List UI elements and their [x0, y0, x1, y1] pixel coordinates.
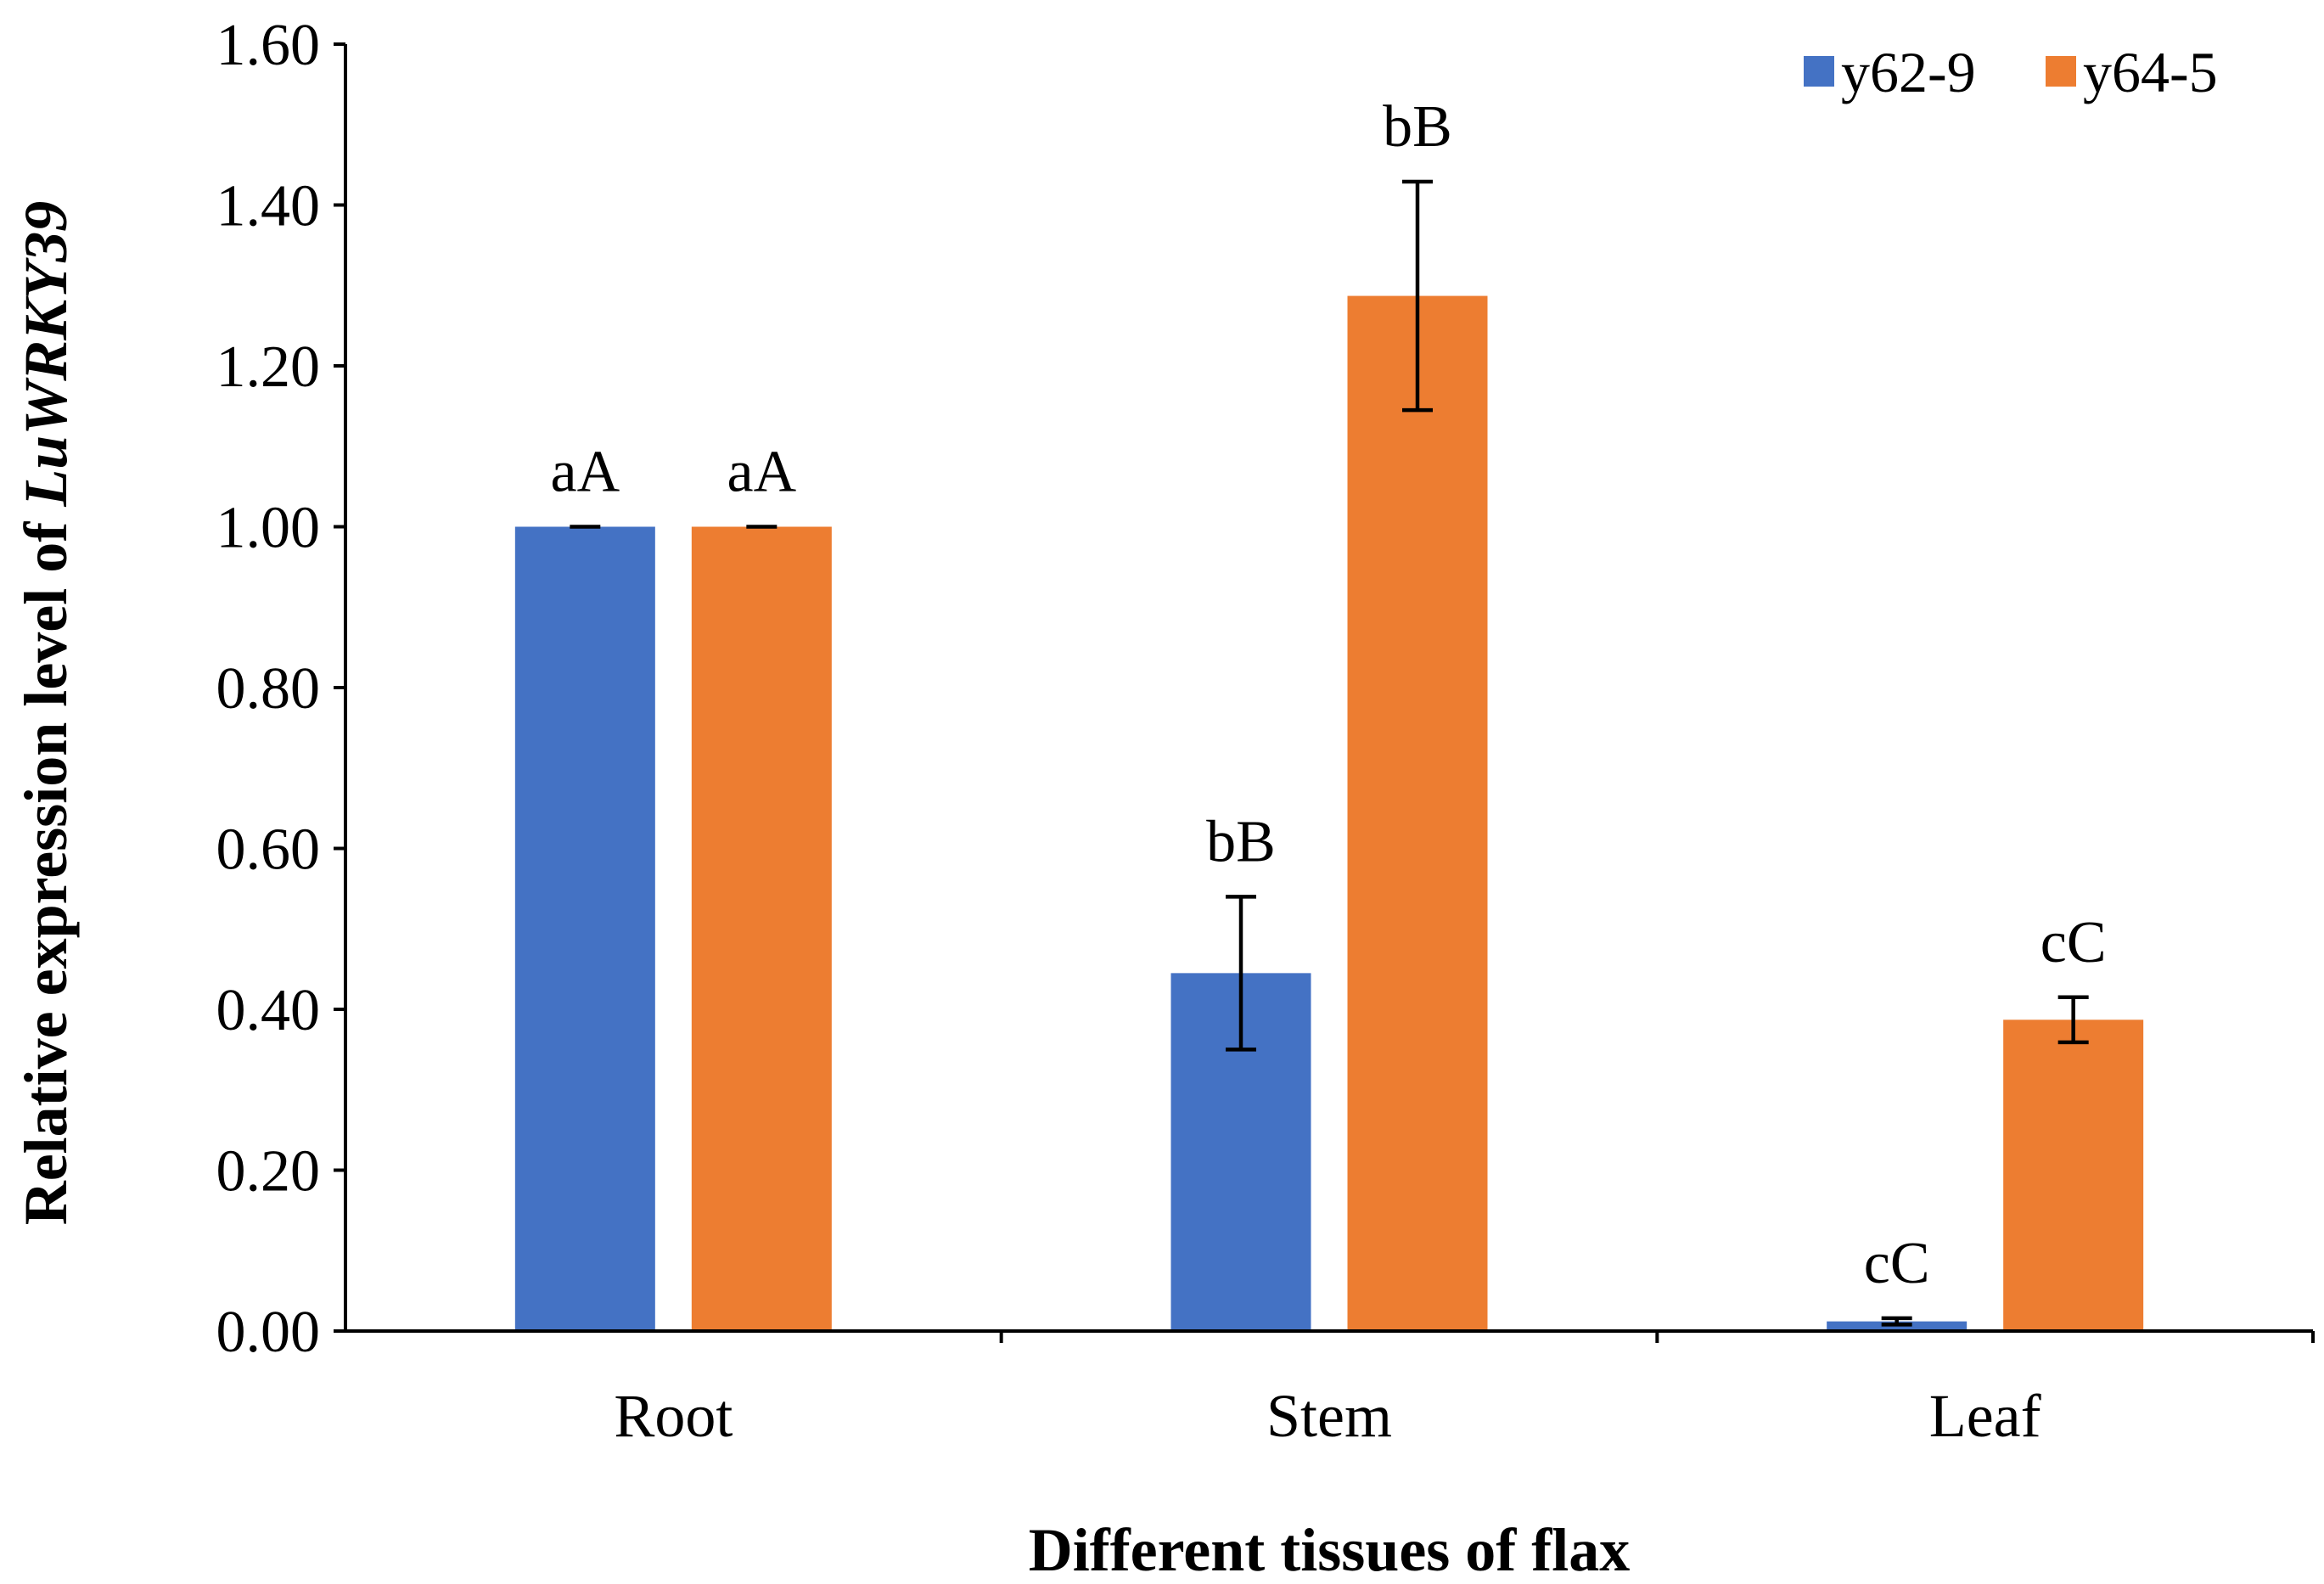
x-axis-title: Different tissues of flax	[1029, 1516, 1631, 1584]
legend: y62-9 y64-5	[1804, 40, 2218, 104]
y-tick-label: 1.00	[216, 496, 321, 561]
y-axis-ticks: 0.00 0.20 0.40 0.60 0.80 1.00 1.20 1.40 1.60	[216, 13, 2315, 1365]
y-tick-label: 0.40	[216, 978, 321, 1043]
y-tick-label: 0.20	[216, 1139, 321, 1205]
y-tick-label: 1.20	[216, 334, 321, 400]
y-tick-label: 0.80	[216, 656, 321, 722]
error-bar	[1226, 895, 1256, 1052]
legend-label: y64-5	[2083, 40, 2218, 104]
y-tick-label: 0.00	[216, 1300, 321, 1365]
error-bar	[1881, 1316, 1912, 1327]
x-category-label: Root	[614, 1382, 733, 1450]
x-category-label: Stem	[1266, 1382, 1392, 1450]
significance-label: bB	[1383, 94, 1452, 160]
bar-y64-5	[1347, 295, 1488, 1331]
legend-label: y62-9	[1841, 40, 1976, 104]
x-category-label: Leaf	[1929, 1382, 2041, 1450]
legend-swatch	[1804, 56, 1834, 87]
significance-label: bB	[1206, 809, 1276, 874]
legend-swatch	[2046, 56, 2076, 87]
significance-label: cC	[2041, 910, 2107, 975]
bar-y62-9	[514, 526, 655, 1331]
y-tick-label: 0.60	[216, 817, 321, 883]
bar-y64-5	[2003, 1019, 2144, 1331]
y-tick-label: 1.40	[216, 174, 321, 239]
plot-area: aA aA bB bB cC cC	[514, 94, 2144, 1331]
significance-label: aA	[551, 440, 620, 505]
error-bar	[2057, 995, 2089, 1045]
bar-y64-5	[691, 526, 832, 1331]
significance-label: cC	[1864, 1231, 1930, 1296]
y-axis-title-prefix: Relative expression level of	[12, 507, 80, 1226]
y-axis-title-gene: LuWRKY39	[12, 201, 80, 508]
y-axis-title: Relative expression level of LuWRKY39	[12, 201, 80, 1226]
significance-label: aA	[727, 440, 797, 505]
error-bar	[1402, 179, 1433, 413]
y-tick-label: 1.60	[216, 13, 321, 78]
x-axis-categories: Root Stem Leaf	[614, 1382, 2041, 1450]
